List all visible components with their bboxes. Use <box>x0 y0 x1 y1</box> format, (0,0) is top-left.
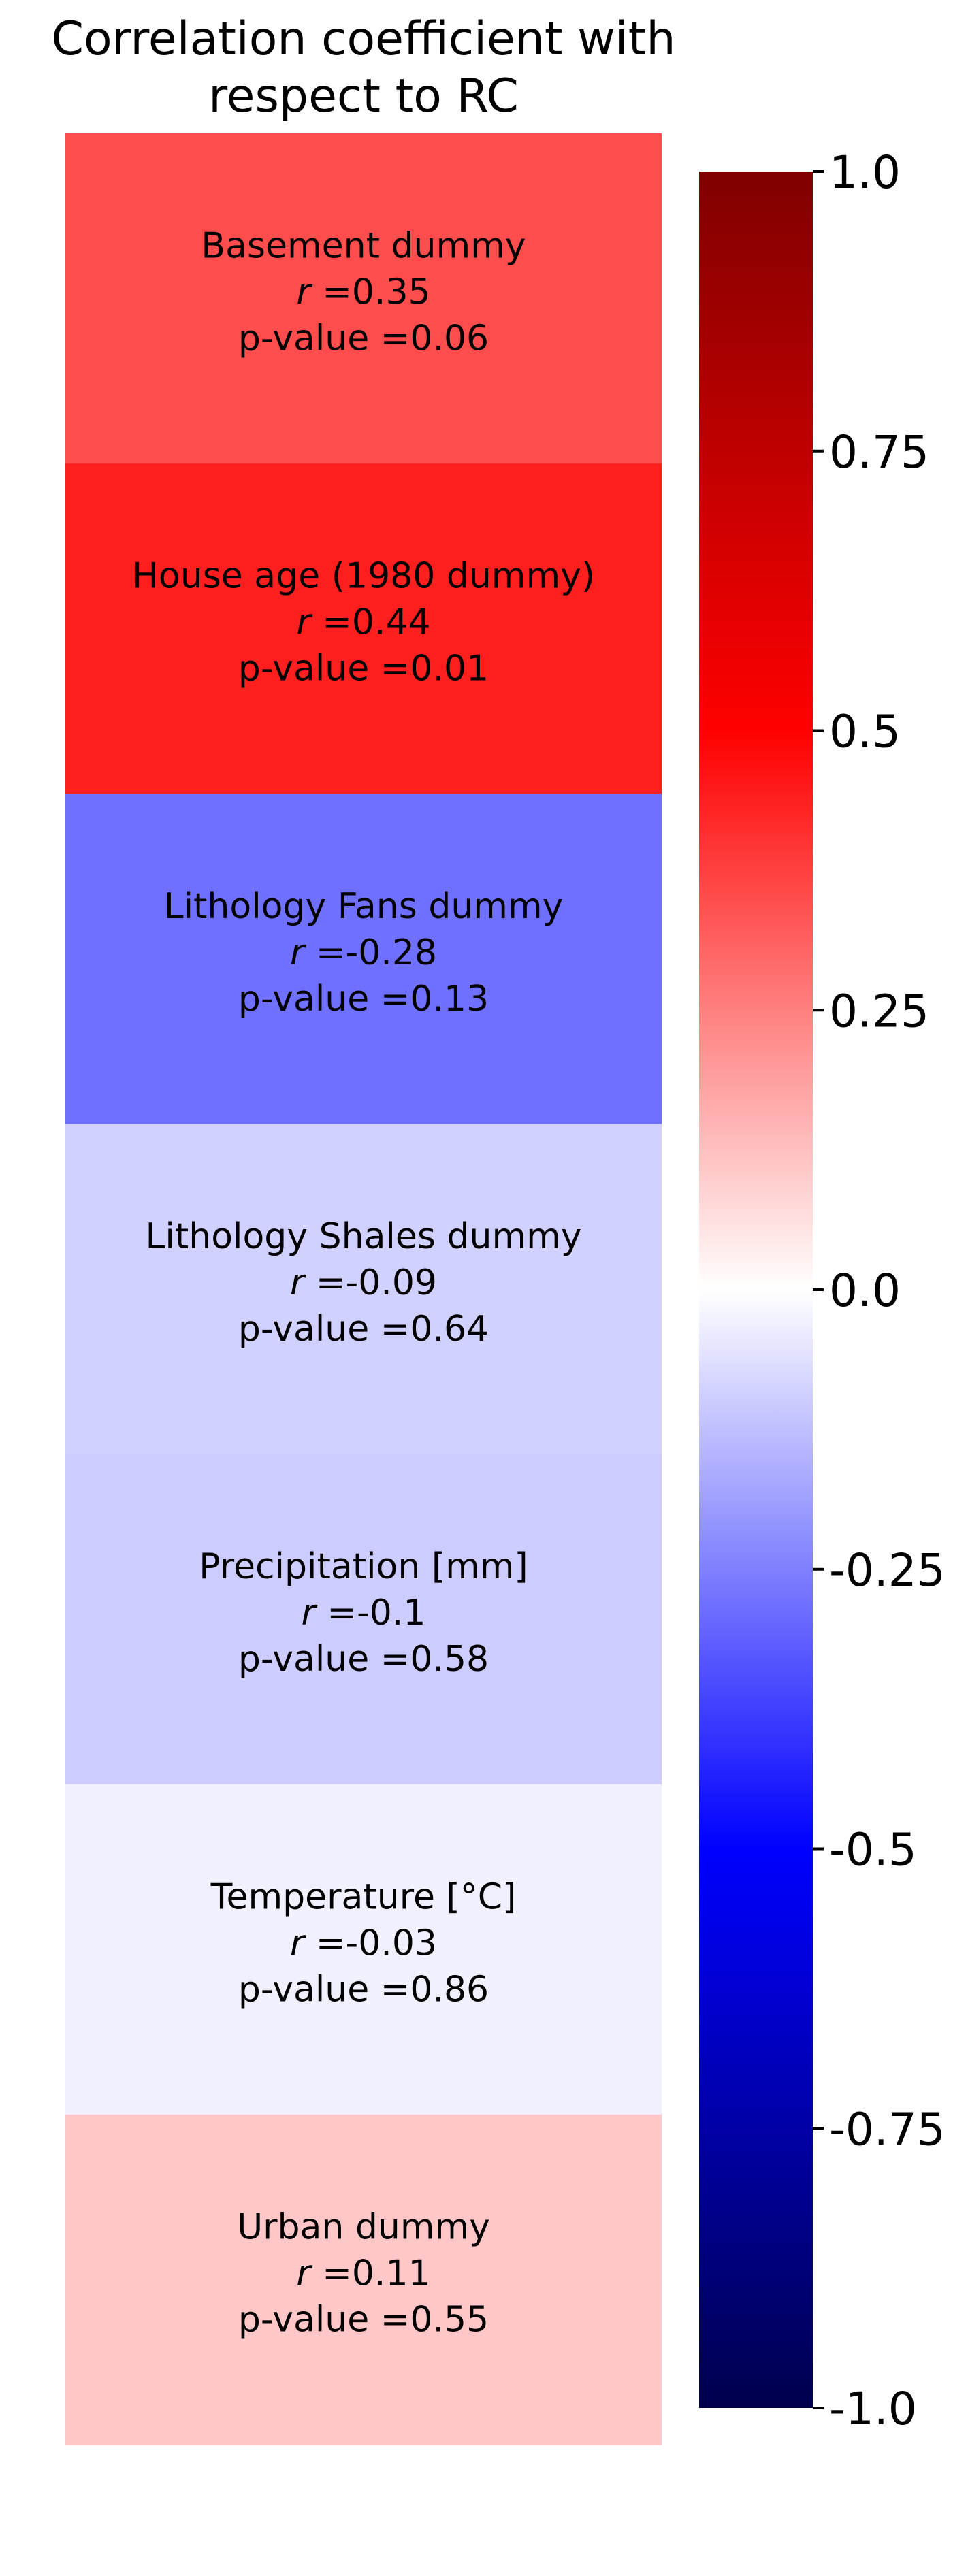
colorbar-tick-label: -0.25 <box>829 1544 946 1597</box>
colorbar-tick-label: 0.25 <box>829 985 929 1037</box>
cell-r-value: r =-0.03 <box>290 1923 437 1963</box>
heatmap-cell <box>65 1454 662 1785</box>
cell-p-value: p-value =0.64 <box>238 1309 489 1350</box>
cell-label: House age (1980 dummy) <box>132 556 595 597</box>
cell-label: Lithology Shales dummy <box>145 1216 581 1257</box>
cell-p-value: p-value =0.58 <box>238 1639 489 1680</box>
colorbar-tick-label: 0.75 <box>829 426 929 478</box>
cell-p-value: p-value =0.55 <box>238 2299 489 2340</box>
colorbar-tick-label: 0.5 <box>829 706 901 758</box>
colorbar-tick-label: 1.0 <box>829 146 901 199</box>
heatmap-cell <box>65 133 662 464</box>
cell-p-value: p-value =0.86 <box>238 1969 489 2010</box>
cell-r-value: r =0.35 <box>296 272 430 313</box>
heatmap-cell <box>65 1124 662 1455</box>
cell-label: Temperature [°C] <box>210 1876 517 1917</box>
heatmap-cell <box>65 2114 662 2445</box>
cell-r-value: r =0.44 <box>296 602 430 643</box>
colorbar <box>699 172 813 2408</box>
heatmap-cell <box>65 1784 662 2115</box>
colorbar-tick-label: -0.5 <box>829 1824 917 1876</box>
colorbar-tick-label: -1.0 <box>829 2383 917 2435</box>
cell-p-value: p-value =0.06 <box>238 319 489 359</box>
cell-r-value: r =-0.1 <box>302 1593 426 1633</box>
cell-p-value: p-value =0.01 <box>238 649 489 689</box>
heatmap-cells: Basement dummy r =0.35 p-value =0.06 House … <box>65 133 662 2445</box>
cell-label: Basement dummy <box>201 226 526 267</box>
colorbar-tick-label: -0.75 <box>829 2103 946 2155</box>
cell-r-value: r =-0.09 <box>290 1262 437 1303</box>
chart-title-line: respect to RC <box>208 69 519 123</box>
cell-label: Precipitation [mm] <box>199 1546 528 1587</box>
colorbar-ticks: 1.0 0.75 0.5 0.25 0.0 -0.25 -0.5 -0.75 -1.0 <box>813 146 946 2435</box>
cell-r-value: r =0.11 <box>296 2253 430 2294</box>
heatmap-cell <box>65 463 662 794</box>
cell-p-value: p-value =0.13 <box>238 979 489 1020</box>
chart-title-line: Correlation coefficient with <box>52 12 676 66</box>
heatmap-cell <box>65 794 662 1124</box>
cell-label: Urban dummy <box>237 2206 490 2247</box>
cell-label: Lithology Fans dummy <box>164 886 564 927</box>
colorbar-tick-label: 0.0 <box>829 1265 901 1317</box>
cell-r-value: r =-0.28 <box>290 932 437 973</box>
